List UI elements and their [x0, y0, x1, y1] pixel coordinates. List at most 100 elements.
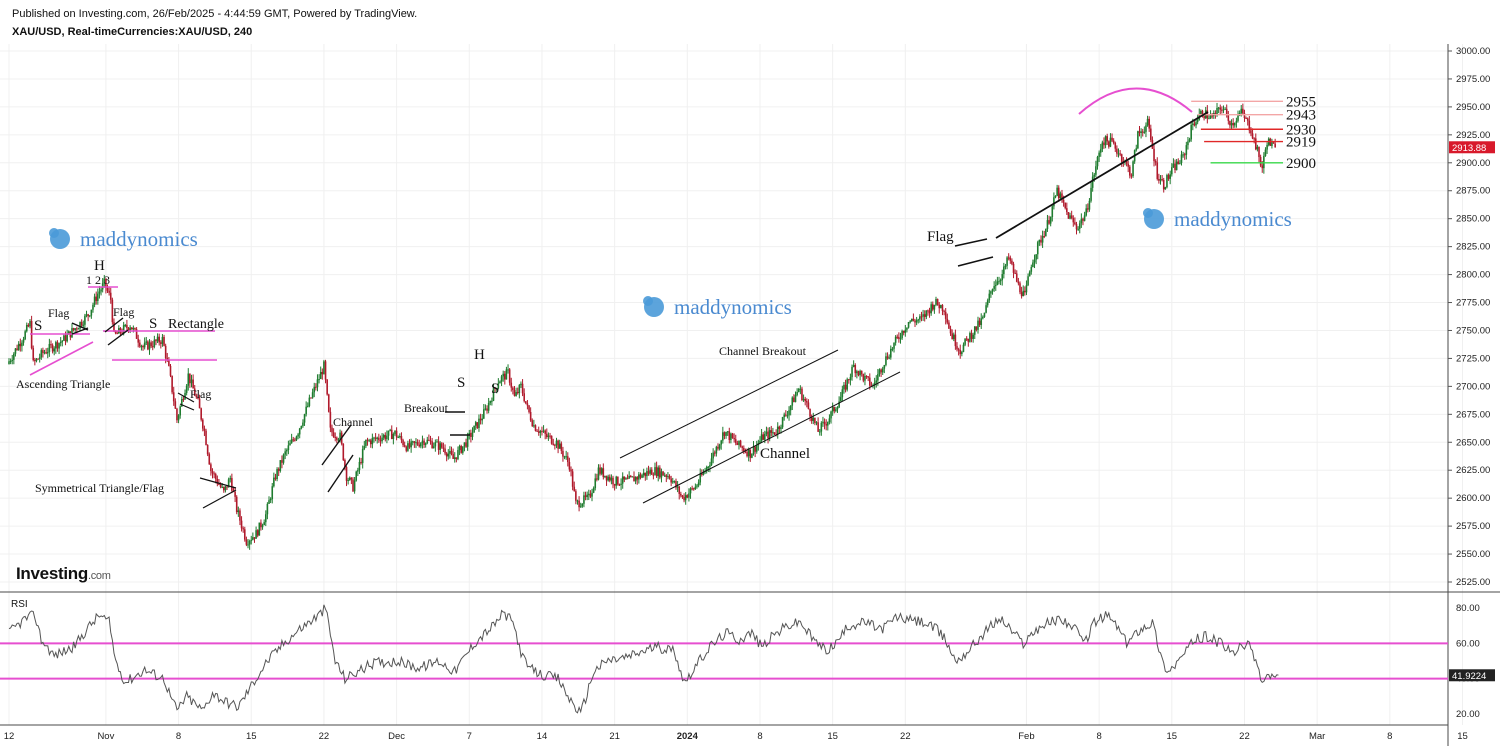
candle	[1098, 150, 1100, 163]
candle-body	[1272, 142, 1275, 144]
candle-body	[751, 453, 753, 458]
twitter-watermark: maddynomics	[49, 227, 198, 251]
candle	[1111, 133, 1113, 142]
candle	[621, 472, 624, 489]
candle	[1196, 114, 1199, 125]
price-tick-label: 2750.00	[1456, 325, 1490, 336]
candle	[843, 382, 845, 394]
rsi-pane	[0, 604, 1448, 714]
candle-body	[639, 474, 642, 478]
candle-body	[1075, 224, 1078, 230]
candle-body	[533, 425, 535, 427]
candle-body	[1161, 179, 1163, 181]
candle	[957, 347, 960, 356]
candle	[930, 301, 932, 316]
candle	[789, 405, 792, 416]
candle-body	[437, 441, 440, 450]
candle	[127, 327, 130, 333]
candle	[555, 437, 558, 449]
candle-body	[668, 476, 671, 479]
candle-body	[780, 427, 782, 430]
ascending-trendline	[29, 341, 94, 376]
candle	[19, 338, 22, 352]
candle	[402, 438, 404, 448]
candle	[726, 430, 729, 436]
candle	[807, 399, 810, 410]
candle-body	[705, 467, 708, 471]
candle	[730, 432, 732, 444]
candle-body	[76, 328, 78, 330]
candle	[749, 449, 752, 462]
candle-body	[972, 334, 974, 339]
time-axis[interactable]: 12 Nov 8 15 22 Dec 7 14 21 2024 8 15 22 Feb 8 15 22 Mar 8 1…	[4, 731, 1500, 742]
candle	[71, 323, 73, 339]
candle	[817, 417, 819, 432]
candle-body	[986, 300, 989, 306]
candle-body	[760, 434, 763, 441]
candle	[1082, 217, 1084, 226]
candle-body	[182, 399, 185, 401]
candle	[420, 442, 422, 449]
candle-body	[1261, 165, 1264, 169]
candle	[839, 392, 842, 402]
candle-body	[295, 436, 298, 441]
candle	[1072, 215, 1075, 227]
candle	[324, 359, 327, 384]
candle-body	[289, 443, 291, 446]
annotation-breakout: Breakout	[404, 401, 449, 415]
candle-body	[1088, 200, 1091, 210]
candle-body	[268, 500, 270, 504]
candle-body	[547, 435, 550, 437]
candle-body	[867, 376, 869, 378]
candle-body	[868, 377, 871, 386]
candle	[914, 318, 916, 327]
candle-body	[754, 446, 756, 452]
candle	[302, 419, 304, 428]
candle-body	[516, 392, 519, 394]
candle	[743, 445, 745, 455]
candle	[686, 494, 689, 499]
candle-body	[597, 467, 600, 480]
candle-body	[245, 539, 248, 545]
candle	[11, 354, 14, 365]
candle	[1103, 137, 1105, 149]
candle-body	[849, 377, 852, 380]
watermark-text: maddynomics	[80, 227, 198, 251]
candle	[1167, 173, 1170, 181]
candle	[371, 433, 374, 449]
candle	[828, 414, 831, 425]
candle	[915, 316, 918, 326]
candle-body	[1099, 149, 1102, 153]
candle-body	[1090, 187, 1092, 201]
candle	[707, 465, 710, 473]
candle-body	[421, 440, 424, 444]
candle-body	[907, 322, 910, 328]
candle	[765, 426, 768, 437]
candle	[1075, 221, 1078, 235]
candle-body	[43, 352, 46, 354]
price-tick-label: 2700.00	[1456, 381, 1490, 392]
investing-logo[interactable]: Investing.com	[16, 564, 111, 584]
candle-body	[303, 414, 306, 423]
candle-body	[1235, 120, 1238, 123]
annotation-s: S	[149, 316, 157, 332]
candle-body	[998, 281, 1000, 283]
annotation-h: H	[474, 347, 485, 363]
candle	[382, 433, 385, 441]
candle-body	[818, 431, 821, 433]
candle	[662, 471, 664, 476]
candle	[852, 360, 855, 368]
candle	[437, 436, 440, 455]
candle	[1171, 163, 1173, 177]
candle	[458, 444, 461, 456]
candle	[647, 465, 650, 476]
candle	[539, 429, 542, 439]
candle-body	[90, 309, 93, 316]
candle	[1032, 259, 1034, 268]
price-axis[interactable]: 3000.002975.002950.002925.002900.002875.…	[1448, 46, 1495, 588]
candle-body	[1196, 119, 1199, 123]
flag-line	[954, 238, 988, 247]
time-tick-label: 22	[319, 731, 330, 742]
